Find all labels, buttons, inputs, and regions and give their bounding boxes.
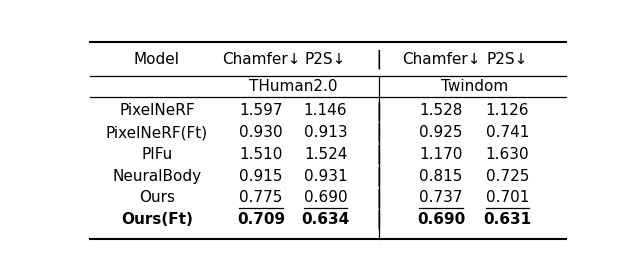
- Text: P2S↓: P2S↓: [487, 52, 528, 67]
- Text: 0.737: 0.737: [419, 190, 463, 206]
- Text: 1.524: 1.524: [304, 147, 348, 162]
- Text: 0.725: 0.725: [486, 169, 529, 184]
- Text: |: |: [375, 210, 382, 229]
- Text: |: |: [375, 50, 382, 69]
- Text: 0.690: 0.690: [304, 190, 348, 206]
- Text: 0.690: 0.690: [417, 212, 465, 227]
- Text: 1.597: 1.597: [239, 104, 283, 118]
- Text: 0.709: 0.709: [237, 212, 285, 227]
- Text: Twindom: Twindom: [441, 79, 508, 94]
- Text: 1.528: 1.528: [419, 104, 463, 118]
- Text: 0.701: 0.701: [486, 190, 529, 206]
- Text: 0.913: 0.913: [304, 125, 348, 140]
- Text: 0.931: 0.931: [304, 169, 348, 184]
- Text: Ours(Ft): Ours(Ft): [121, 212, 193, 227]
- Text: THuman2.0: THuman2.0: [249, 79, 337, 94]
- Text: Model: Model: [134, 52, 180, 67]
- Text: |: |: [375, 123, 382, 142]
- Text: PixelNeRF(Ft): PixelNeRF(Ft): [106, 125, 208, 140]
- Text: 0.925: 0.925: [419, 125, 463, 140]
- Text: PixelNeRF: PixelNeRF: [119, 104, 195, 118]
- Text: |: |: [375, 101, 382, 121]
- Text: Chamfer↓: Chamfer↓: [222, 52, 300, 67]
- Text: 1.146: 1.146: [304, 104, 348, 118]
- Text: 0.631: 0.631: [483, 212, 532, 227]
- Text: 0.915: 0.915: [239, 169, 283, 184]
- Text: 1.170: 1.170: [419, 147, 463, 162]
- Text: 1.630: 1.630: [486, 147, 529, 162]
- Text: PIFu: PIFu: [141, 147, 173, 162]
- Text: Ours: Ours: [139, 190, 175, 206]
- Text: 0.930: 0.930: [239, 125, 283, 140]
- Text: Chamfer↓: Chamfer↓: [402, 52, 481, 67]
- Text: NeuralBody: NeuralBody: [112, 169, 202, 184]
- Text: 0.741: 0.741: [486, 125, 529, 140]
- Text: 0.775: 0.775: [239, 190, 283, 206]
- Text: 0.634: 0.634: [301, 212, 349, 227]
- Text: 1.510: 1.510: [239, 147, 283, 162]
- Text: |: |: [375, 145, 382, 164]
- Text: P2S↓: P2S↓: [305, 52, 346, 67]
- Text: 0.815: 0.815: [419, 169, 463, 184]
- Text: |: |: [375, 166, 382, 186]
- Text: |: |: [375, 188, 382, 208]
- Text: 1.126: 1.126: [486, 104, 529, 118]
